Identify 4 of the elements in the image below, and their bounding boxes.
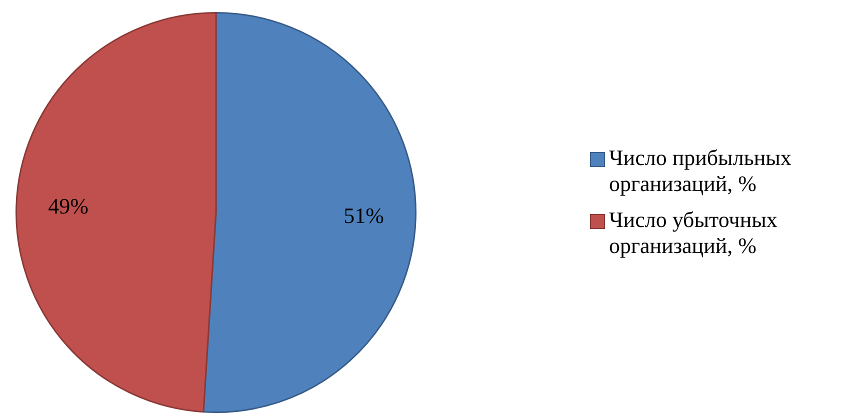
data-label: 51% bbox=[344, 202, 384, 228]
legend-label: Число прибыльных организаций, % bbox=[609, 145, 792, 197]
data-label: 49% bbox=[48, 194, 88, 219]
legend-label: Число убыточных организаций, % bbox=[609, 207, 778, 259]
